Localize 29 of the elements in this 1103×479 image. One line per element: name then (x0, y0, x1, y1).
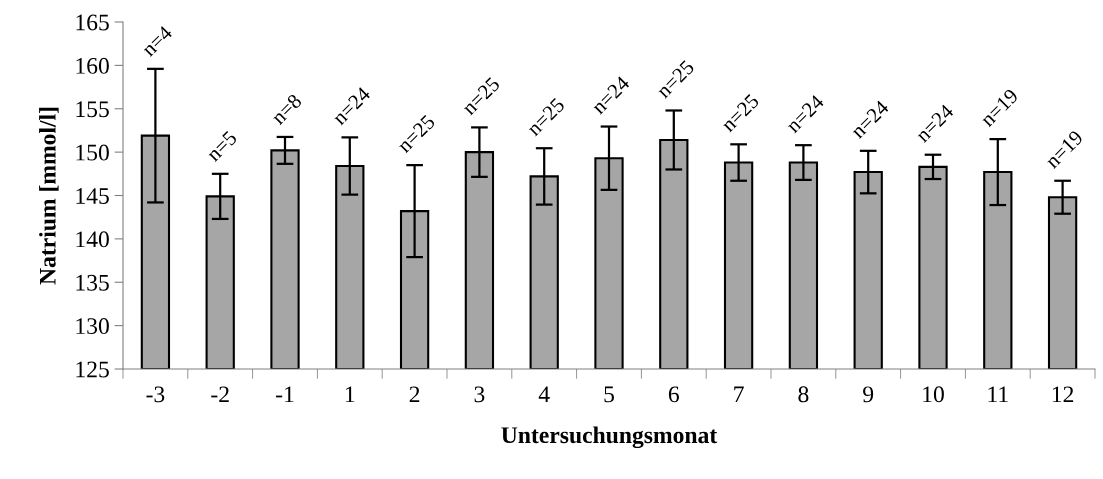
y-tick-label: 140 (76, 231, 109, 248)
y-tick-label: 165 (76, 14, 109, 31)
x-tick-label: -3 (146, 386, 165, 403)
x-tick-label: 5 (604, 386, 614, 403)
y-axis-title: Natrium [mmol/l] (39, 107, 59, 285)
x-tick-label: 2 (409, 386, 420, 403)
y-tick-label: 130 (76, 318, 109, 335)
annotation: n=8 (270, 93, 303, 126)
x-tick-label: 10 (923, 386, 944, 403)
annotation: n=5 (205, 130, 238, 163)
x-tick-label: 12 (1052, 386, 1074, 403)
x-tick-label: -2 (211, 386, 229, 403)
y-tick-label: 150 (76, 144, 109, 161)
x-tick-label: 9 (863, 386, 874, 403)
x-axis-title: Untersuchungsmonat (501, 426, 718, 449)
x-tick-label: 7 (734, 386, 744, 403)
y-tick-label: 160 (76, 57, 109, 74)
x-tick-label: -1 (276, 386, 294, 403)
x-tick-label: 3 (474, 386, 485, 403)
annotation: n=4 (140, 24, 174, 58)
x-tick-label: 1 (345, 386, 355, 403)
y-tick-label: 145 (76, 188, 109, 204)
y-tick-label: 155 (76, 101, 109, 118)
x-tick-label: 11 (988, 386, 1008, 403)
y-tick-label: 135 (76, 274, 109, 291)
x-tick-label: 8 (798, 386, 809, 403)
x-tick-label: 6 (668, 386, 679, 403)
y-tick-label: 125 (76, 361, 109, 378)
x-tick-label: 4 (538, 386, 550, 403)
